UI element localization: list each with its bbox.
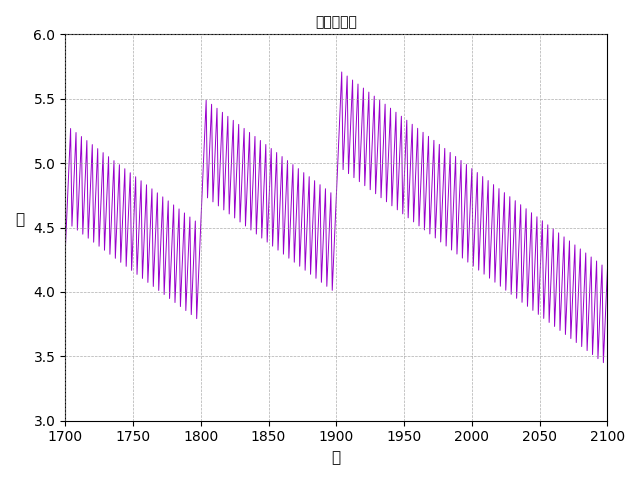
X-axis label: 年: 年: [332, 450, 341, 465]
Title: 立春の推移: 立春の推移: [316, 15, 357, 29]
Y-axis label: 日: 日: [15, 213, 24, 228]
